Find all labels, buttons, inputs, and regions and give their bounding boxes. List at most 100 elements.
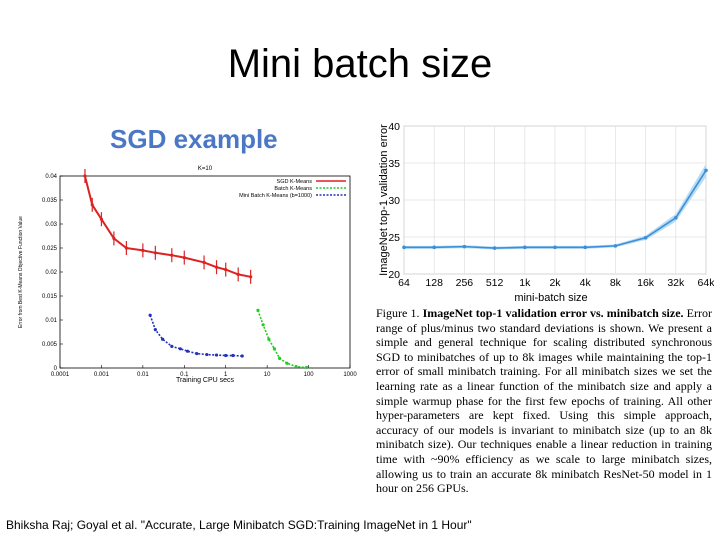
slide-title: Mini batch size [227, 42, 493, 86]
imagenet-y-tick-label: 30 [388, 195, 400, 207]
kmeans-y-tick-label: 0.01 [45, 318, 57, 324]
kmeans-point-minibatch [161, 337, 165, 341]
kmeans-y-tick-label: 0.02 [45, 270, 57, 276]
kmeans-line-minibatch [149, 314, 243, 357]
imagenet-point [613, 244, 618, 248]
imagenet-x-axis-label: mini-batch size [514, 292, 587, 304]
imagenet-point [523, 245, 527, 250]
kmeans-point-sgd [214, 265, 219, 269]
imagenet-point [462, 244, 467, 249]
imagenet-x-tick-label: 256 [456, 277, 474, 289]
kmeans-point-minibatch [148, 313, 152, 317]
imagenet-point [402, 245, 406, 250]
kmeans-point-batch [267, 337, 271, 341]
kmeans-point-batch [256, 308, 260, 312]
kmeans-y-tick-label: 0.035 [42, 198, 58, 204]
legend-label-minibatch: Mini Batch K-Means (b=1000) [239, 193, 312, 199]
imagenet-x-tick-label: 512 [486, 277, 504, 289]
kmeans-line-batch [257, 310, 307, 369]
kmeans-legend: SGD K-Means Batch K-Means Mini Batch K-M… [239, 179, 346, 199]
imagenet-series [402, 168, 708, 250]
kmeans-point-sgd [141, 248, 145, 252]
imagenet-x-tick-label: 2k [549, 277, 561, 289]
figure-bold-title: ImageNet top-1 validation error vs. mini… [422, 306, 684, 320]
imagenet-y-tick-label: 35 [388, 158, 400, 170]
legend-label-batch: Batch K-Means [274, 186, 312, 192]
imagenet-point [674, 215, 678, 220]
sgd-example-heading: SGD example [110, 124, 278, 154]
figure-label: Figure 1. [376, 306, 420, 320]
kmeans-point-minibatch [205, 352, 209, 357]
kmeans-x-tick-label: 100 [304, 372, 315, 378]
kmeans-point-minibatch [170, 344, 174, 348]
kmeans-point-batch [285, 361, 289, 365]
imagenet-ticks: 64 128 256 512 1k 2k 4k 8k 16k 32k 64k 20 25 30 35 40 [388, 121, 714, 289]
kmeans-point-sgd [170, 253, 174, 257]
kmeans-point-batch [294, 364, 298, 369]
kmeans-x-tick-label: 0.1 [180, 372, 189, 378]
kmeans-point-sgd [90, 203, 94, 207]
imagenet-x-tick-label: 1k [519, 277, 531, 289]
kmeans-point-minibatch [224, 353, 228, 358]
imagenet-point [492, 246, 497, 250]
imagenet-point [583, 245, 587, 250]
kmeans-chart-title: K=10 [198, 166, 213, 172]
kmeans-point-minibatch [178, 347, 182, 351]
imagenet-y-tick-label: 40 [388, 121, 400, 133]
imagenet-x-tick-label: 64k [698, 277, 714, 289]
kmeans-point-sgd [224, 268, 228, 272]
kmeans-y-tick-label: 0.03 [45, 222, 57, 228]
imagenet-x-tick-label: 8k [610, 277, 622, 289]
kmeans-point-batch [261, 323, 265, 327]
kmeans-x-tick-label: 0.001 [94, 372, 110, 378]
kmeans-x-tick-label: 10 [264, 372, 271, 378]
imagenet-x-tick-label: 16k [637, 277, 655, 289]
kmeans-point-sgd [202, 260, 206, 264]
kmeans-point-minibatch [153, 328, 157, 332]
kmeans-point-minibatch [214, 353, 219, 357]
kmeans-y-tick-label: 0.04 [45, 174, 57, 180]
imagenet-y-axis-label: ImageNet top-1 validation error [378, 124, 390, 276]
kmeans-point-batch [278, 356, 282, 360]
kmeans-point-sgd [83, 174, 87, 178]
kmeans-point-sgd [112, 236, 116, 240]
kmeans-point-batch [305, 365, 309, 370]
imagenet-x-tick-label: 64 [398, 277, 410, 289]
kmeans-y-axis-label: Error from Best K-Means Objective Functi… [18, 216, 24, 328]
imagenet-point [553, 245, 557, 250]
kmeans-y-tick-label: 0 [54, 366, 58, 372]
kmeans-point-batch [272, 347, 277, 351]
imagenet-point [704, 168, 708, 173]
kmeans-x-tick-label: 1000 [343, 372, 357, 378]
imagenet-error-chart: 64 128 256 512 1k 2k 4k 8k 16k 32k 64k 20 25 30 35 40 m… [378, 121, 714, 304]
imagenet-point [432, 245, 436, 250]
kmeans-point-minibatch [195, 352, 199, 356]
imagenet-x-tick-label: 32k [667, 277, 685, 289]
imagenet-point [643, 235, 648, 240]
kmeans-plot-frame [59, 175, 351, 369]
kmeans-point-sgd [153, 251, 157, 255]
kmeans-x-tick-label: 0.01 [137, 372, 149, 378]
kmeans-series [83, 169, 309, 370]
kmeans-x-axis-label: Training CPU secs [176, 377, 235, 384]
figure-caption-text: Error range of plus/minus two standard d… [376, 306, 712, 496]
kmeans-point-sgd [249, 275, 253, 279]
citation-footer: Bhiksha Raj; Goyal et al. "Accurate, Lar… [6, 518, 472, 532]
imagenet-y-tick-label: 25 [388, 232, 400, 244]
imagenet-x-tick-label: 4k [580, 277, 592, 289]
kmeans-point-sgd [182, 256, 186, 260]
imagenet-grid [403, 125, 707, 275]
figure-caption: Figure 1. ImageNet top-1 validation erro… [376, 306, 712, 496]
kmeans-line-sgd [83, 175, 251, 278]
kmeans-ticks: 0.0001 0.001 0.01 0.1 1 10 100 1000 0 0.005 0.01 0.… [42, 174, 357, 378]
kmeans-point-minibatch [231, 353, 235, 358]
kmeans-x-tick-label: 0.0001 [51, 372, 70, 378]
kmeans-y-tick-label: 0.015 [42, 294, 58, 300]
imagenet-x-tick-label: 128 [425, 277, 443, 289]
kmeans-point-minibatch [240, 354, 244, 358]
kmeans-x-tick-label: 1 [224, 372, 228, 378]
kmeans-y-tick-label: 0.005 [42, 342, 58, 348]
kmeans-point-sgd [124, 246, 128, 250]
kmeans-y-tick-label: 0.025 [42, 246, 58, 252]
kmeans-point-sgd [99, 217, 104, 221]
